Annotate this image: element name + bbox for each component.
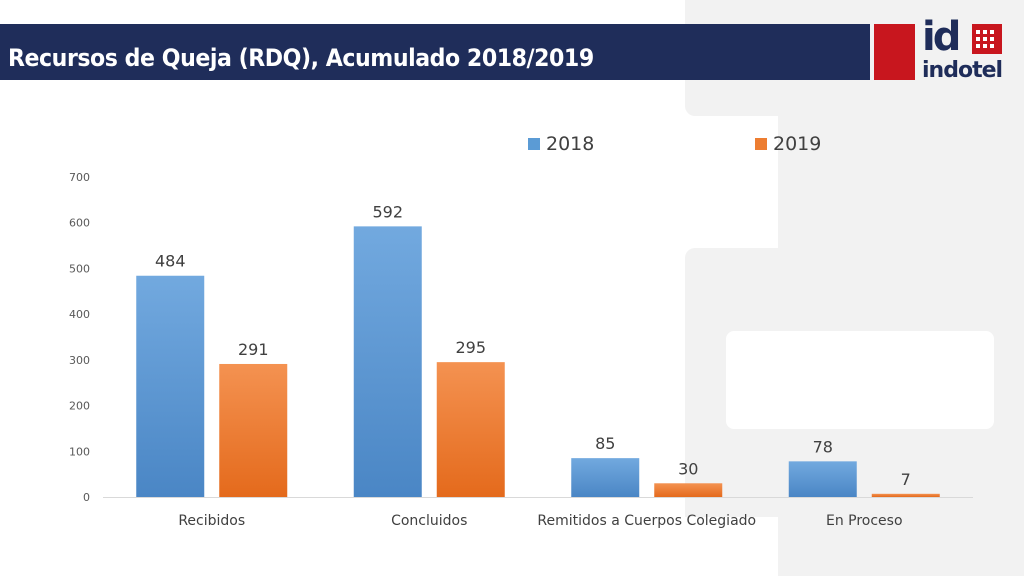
bar — [571, 458, 640, 497]
legend-swatch — [755, 138, 767, 150]
data-label: 30 — [678, 459, 698, 478]
background-strip — [685, 517, 778, 576]
data-label: 484 — [155, 252, 186, 271]
title-bar — [0, 24, 870, 80]
bar — [219, 363, 288, 497]
y-tick-label: 200 — [69, 400, 90, 413]
data-label: 592 — [372, 202, 403, 221]
data-label: 295 — [455, 338, 486, 357]
bar — [788, 461, 857, 497]
logo-grid-icon — [972, 24, 1002, 54]
logo-name: indotel — [922, 58, 1003, 83]
page-title: Recursos de Queja (RDQ), Acumulado 2018/… — [8, 44, 594, 72]
y-tick-label: 0 — [83, 491, 90, 504]
y-tick-label: 600 — [69, 217, 90, 230]
accent-block — [874, 24, 915, 80]
logo-mark: id — [922, 14, 961, 60]
category-label: Recibidos — [178, 513, 245, 529]
y-tick-label: 300 — [69, 354, 90, 367]
data-label: 85 — [595, 434, 615, 453]
legend-swatch — [528, 138, 540, 150]
indotel-logo: id indotel — [920, 14, 1020, 88]
legend-label: 2018 — [546, 133, 594, 155]
data-label: 78 — [813, 437, 833, 456]
category-label: Remitidos a Cuerpos Colegiado — [537, 513, 756, 529]
bar — [436, 362, 505, 497]
category-label: En Proceso — [826, 513, 903, 529]
bar — [136, 275, 205, 497]
background-panel — [778, 116, 1024, 248]
bar — [871, 493, 940, 497]
category-label: Concluidos — [391, 513, 467, 529]
bar — [654, 483, 723, 497]
data-label: 7 — [901, 470, 911, 489]
legend-label: 2019 — [773, 133, 821, 155]
y-tick-label: 500 — [69, 262, 90, 275]
bar — [353, 226, 422, 497]
y-tick-label: 700 — [69, 171, 90, 184]
y-tick-label: 100 — [69, 445, 90, 458]
blank-card — [726, 331, 994, 429]
y-tick-label: 400 — [69, 308, 90, 321]
data-label: 291 — [238, 340, 269, 359]
